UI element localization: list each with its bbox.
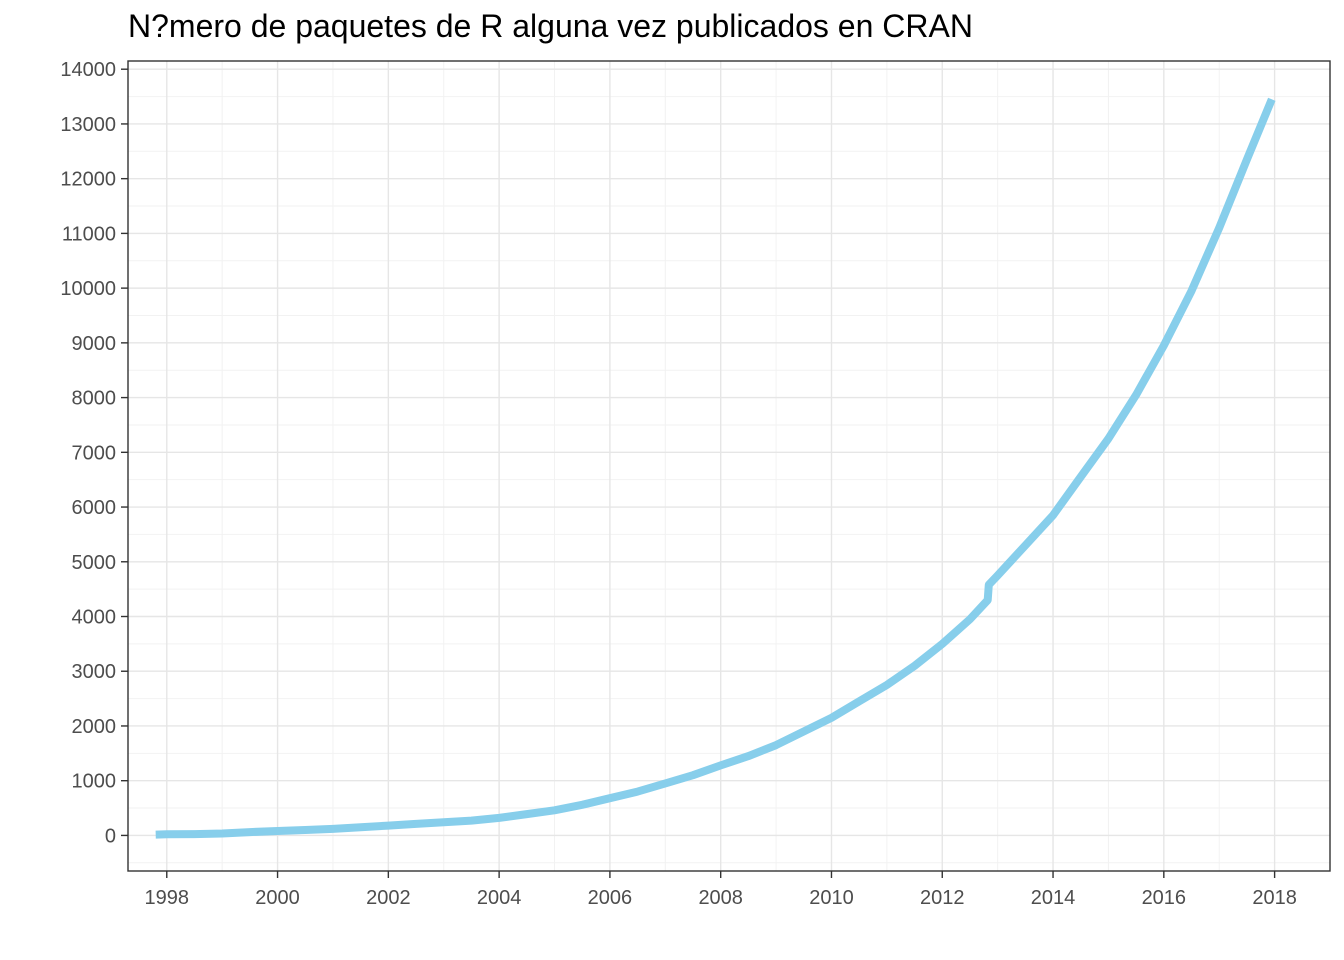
chart-title: N?mero de paquetes de R alguna vez publi… xyxy=(128,8,973,44)
y-tick-label: 1000 xyxy=(72,771,117,793)
y-tick-label: 12000 xyxy=(60,169,116,191)
y-tick-label: 11000 xyxy=(62,223,116,245)
x-tick-label: 2002 xyxy=(366,887,411,909)
y-axis: 0 1000 2000 3000 4000 5000 6000 7000 8000 9000 100… xyxy=(60,59,128,847)
plot-panel-border xyxy=(127,60,1331,872)
y-tick-label: 14000 xyxy=(60,59,116,81)
x-tick-label: 2004 xyxy=(477,887,522,909)
x-tick-label: 2018 xyxy=(1252,887,1297,909)
plot-panel-background xyxy=(128,61,1330,871)
x-tick-label: 2008 xyxy=(698,887,743,909)
minor-gridlines xyxy=(128,61,1330,871)
y-tick-label: 10000 xyxy=(60,278,116,300)
y-tick-label: 13000 xyxy=(60,114,116,136)
x-tick-label: 2006 xyxy=(588,887,633,909)
y-tick-label: 2000 xyxy=(72,716,117,738)
y-tick-label: 7000 xyxy=(72,442,117,464)
y-tick-label: 5000 xyxy=(72,552,117,574)
x-tick-label: 2014 xyxy=(1031,887,1076,909)
x-tick-label: 1998 xyxy=(145,887,190,909)
major-gridlines xyxy=(128,61,1330,871)
series-line xyxy=(155,97,1276,839)
series-layer xyxy=(155,97,1276,839)
y-tick-label: 0 xyxy=(105,825,116,847)
y-tick-label: 9000 xyxy=(72,333,117,355)
y-tick-label: 6000 xyxy=(72,497,117,519)
x-tick-label: 2000 xyxy=(255,887,300,909)
x-tick-label: 2012 xyxy=(920,887,965,909)
y-tick-label: 4000 xyxy=(72,607,117,629)
x-tick-label: 2010 xyxy=(809,887,854,909)
y-tick-label: 3000 xyxy=(72,661,117,683)
x-axis: 1998 2000 2002 2004 2006 2008 2010 2012 2014 2016… xyxy=(145,871,1297,909)
x-tick-label: 2016 xyxy=(1142,887,1187,909)
y-tick-label: 8000 xyxy=(72,388,117,410)
